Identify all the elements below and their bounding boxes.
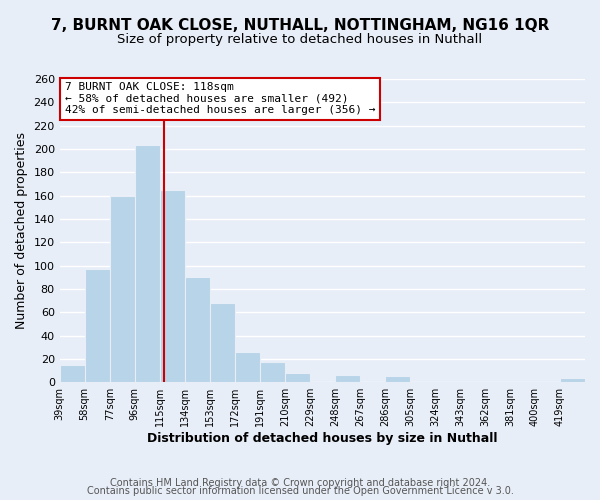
X-axis label: Distribution of detached houses by size in Nuthall: Distribution of detached houses by size … xyxy=(147,432,497,445)
Text: Size of property relative to detached houses in Nuthall: Size of property relative to detached ho… xyxy=(118,32,482,46)
Bar xyxy=(385,376,410,382)
Bar xyxy=(135,146,160,382)
Text: 7, BURNT OAK CLOSE, NUTHALL, NOTTINGHAM, NG16 1QR: 7, BURNT OAK CLOSE, NUTHALL, NOTTINGHAM,… xyxy=(51,18,549,32)
Bar xyxy=(285,373,310,382)
Bar xyxy=(260,362,285,382)
Y-axis label: Number of detached properties: Number of detached properties xyxy=(15,132,28,329)
Text: Contains HM Land Registry data © Crown copyright and database right 2024.: Contains HM Land Registry data © Crown c… xyxy=(110,478,490,488)
Text: Contains public sector information licensed under the Open Government Licence v : Contains public sector information licen… xyxy=(86,486,514,496)
Bar xyxy=(85,269,110,382)
Bar xyxy=(210,303,235,382)
Bar xyxy=(185,278,210,382)
Bar xyxy=(59,364,85,382)
Bar xyxy=(335,375,360,382)
Text: 7 BURNT OAK CLOSE: 118sqm
← 58% of detached houses are smaller (492)
42% of semi: 7 BURNT OAK CLOSE: 118sqm ← 58% of detac… xyxy=(65,82,376,115)
Bar xyxy=(560,378,585,382)
Bar xyxy=(235,352,260,382)
Bar xyxy=(160,190,185,382)
Bar xyxy=(110,196,135,382)
